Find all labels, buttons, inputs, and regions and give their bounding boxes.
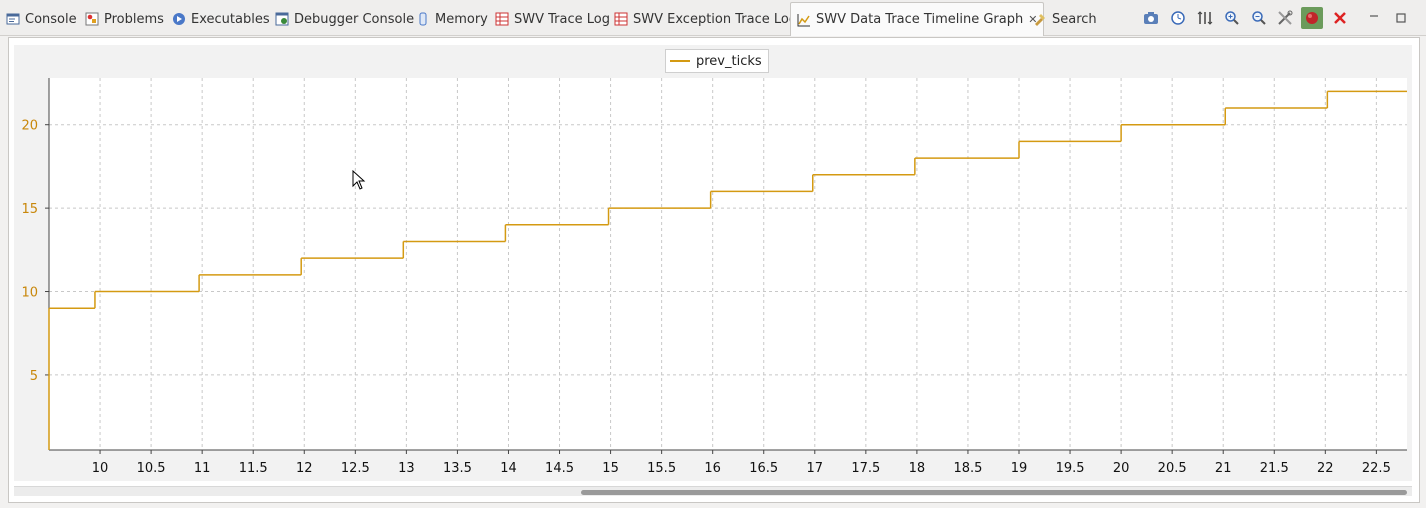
snapshot-icon [1144,12,1158,24]
x-tick-label: 16.5 [749,461,778,476]
x-tick-label: 17.5 [851,461,880,476]
x-tick-label: 11.5 [239,461,268,476]
clock-button[interactable] [1167,7,1189,29]
maximize-button[interactable] [1390,7,1412,29]
tab-memory[interactable]: Memory [416,4,488,34]
y-tick-label: 5 [30,369,38,384]
snapshot-button[interactable] [1140,7,1162,29]
plot-background [49,78,1407,450]
y-tick-label: 20 [21,119,38,134]
legend-swatch [670,60,690,62]
tab-label: Problems [104,11,164,27]
tab-swv-exception-trace-log[interactable]: SWV Exception Trace Log [614,4,797,34]
tab-problems[interactable]: Problems [85,4,164,34]
problems-icon [85,12,99,26]
graph-icon [797,13,810,26]
y-tick-label: 10 [21,286,38,301]
x-tick-label: 15.5 [647,461,676,476]
tab-label: Executables [191,11,270,27]
zoom-in-icon [1225,11,1239,25]
x-tick-label: 22.5 [1362,461,1391,476]
tab-label: Console [25,11,77,27]
table-icon [614,12,628,26]
tab-label: Debugger Console [294,11,415,27]
configure-trace-button[interactable] [1274,7,1296,29]
start-trace-button[interactable] [1301,7,1323,29]
x-tick-label: 18.5 [953,461,982,476]
zoom-out-icon [1252,11,1266,25]
x-tick-label: 12 [296,461,313,476]
x-tick-label: 11 [194,461,211,476]
x-tick-label: 13 [398,461,415,476]
x-tick-label: 20 [1113,461,1130,476]
x-tick-label: 12.5 [341,461,370,476]
horizontal-scrollbar[interactable] [14,486,1412,496]
minimize-button[interactable] [1363,7,1385,29]
remove-button[interactable] [1329,7,1351,29]
chart-legend: prev_ticks [665,49,769,73]
memory-icon [419,12,427,26]
start-trace-icon [1306,12,1318,24]
x-tick-label: 15 [602,461,619,476]
debugger-console-icon [275,12,289,26]
adjust-y-axis-icon [1197,11,1213,25]
x-tick-label: 21 [1215,461,1232,476]
tab-console[interactable]: Console [6,4,77,34]
x-tick-label: 17 [807,461,824,476]
x-tick-label: 22 [1317,461,1334,476]
x-tick-label: 10 [92,461,109,476]
x-tick-label: 16 [704,461,721,476]
tab-label: Memory [435,11,488,27]
x-tick-label: 18 [909,461,926,476]
y-tick-label: 15 [21,202,38,217]
tab-label: SWV Exception Trace Log [633,11,798,27]
tab-label: Search [1052,11,1097,27]
tab-search[interactable]: Search [1033,4,1097,34]
scrollbar-thumb[interactable] [581,490,1407,495]
configure-trace-icon [1278,10,1293,25]
view-tab-bar: Console Problems Executables Debugger Co… [0,0,1426,36]
legend-label: prev_ticks [696,53,762,69]
console-icon [6,13,20,25]
x-tick-label: 19 [1011,461,1028,476]
tab-label: SWV Trace Log [514,11,610,27]
table-icon [495,12,509,26]
x-tick-label: 13.5 [443,461,472,476]
zoom-out-button[interactable] [1248,7,1270,29]
tab-label: SWV Data Trace Timeline Graph [816,12,1024,27]
tab-swv-trace-log[interactable]: SWV Trace Log [495,4,610,34]
tab-swv-data-trace-timeline-graph[interactable]: SWV Data Trace Timeline Graph ✕ [790,2,1045,36]
x-tick-label: 19.5 [1056,461,1085,476]
zoom-in-button[interactable] [1221,7,1243,29]
close-icon[interactable]: ✕ [1028,13,1038,26]
x-tick-label: 14.5 [545,461,574,476]
executables-icon [173,13,185,25]
tab-executables[interactable]: Executables [172,4,270,34]
x-tick-label: 20.5 [1158,461,1187,476]
remove-icon [1334,12,1346,24]
search-flashlight-icon [1035,14,1045,26]
mouse-cursor-icon [352,170,366,190]
adjust-y-axis-button[interactable] [1194,7,1216,29]
clock-icon [1171,11,1185,25]
tab-debugger-console[interactable]: Debugger Console [275,4,414,34]
x-tick-label: 21.5 [1260,461,1289,476]
maximize-icon [1396,13,1406,23]
x-tick-label: 14 [500,461,517,476]
x-tick-label: 10.5 [137,461,166,476]
minimize-icon [1370,15,1378,17]
